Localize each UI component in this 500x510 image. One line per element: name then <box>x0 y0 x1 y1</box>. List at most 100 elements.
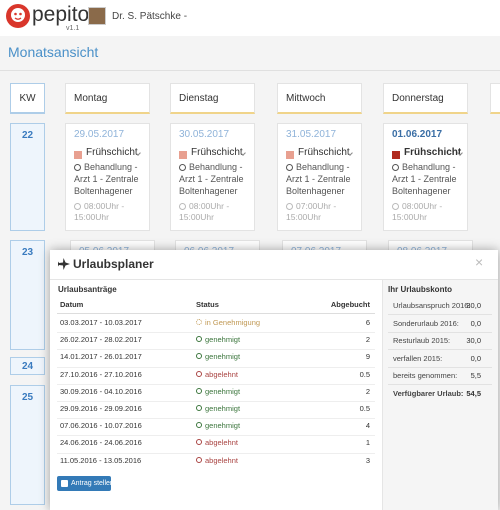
week-number[interactable]: 23 <box>10 240 45 350</box>
deducted: 3 <box>365 455 370 465</box>
status: abgelehnt <box>205 438 238 448</box>
day-header: Montag <box>65 83 150 114</box>
account-label: Verfügbarer Urlaub: <box>393 388 464 398</box>
status-icon <box>196 370 202 377</box>
account-value: 0,0 <box>470 353 481 363</box>
top-bar: pepito v1.1 Dr. S. Pätschke - <box>0 0 500 36</box>
day-cell[interactable]: 29.05.2017 Frühschicht Behandlung - Arzt 1 … <box>65 123 150 231</box>
date: 31.05.2017 <box>286 129 337 140</box>
status: genehmigt <box>205 335 241 345</box>
status: genehmigt <box>205 421 241 431</box>
shift-color <box>74 151 82 159</box>
time-icon <box>392 203 399 210</box>
shift-color <box>286 151 294 159</box>
request-date: 30.09.2016 - 04.10.2016 <box>60 386 142 396</box>
account-value: 0,0 <box>470 318 481 328</box>
account-heading: Ihr Urlaubskonto <box>388 285 453 294</box>
page-title: Monatsansicht <box>8 44 99 60</box>
account-rule <box>388 366 492 368</box>
week-number[interactable]: 22 <box>10 123 45 231</box>
request-date: 24.06.2016 - 24.06.2016 <box>60 438 142 448</box>
modal: Urlaubsplaner × Urlaubsanträge Ihr Urlau… <box>50 250 498 510</box>
account-rule <box>388 314 492 315</box>
deducted: 9 <box>365 352 370 362</box>
time: 08:00Uhr - <box>84 201 125 211</box>
account-panel <box>382 280 498 510</box>
time: 15:00Uhr <box>392 212 427 222</box>
time-icon <box>286 203 293 210</box>
shift[interactable]: Frühschicht <box>86 147 138 158</box>
row-rule <box>57 332 375 334</box>
status-icon <box>196 405 202 411</box>
request-date: 14.01.2017 - 26.01.2017 <box>60 352 142 362</box>
row-rule <box>57 366 375 368</box>
time: 08:00Uhr - <box>402 201 443 211</box>
shift[interactable]: Frühschicht <box>298 147 350 158</box>
time-icon <box>179 203 186 210</box>
day-cell[interactable]: 31.05.2017 Frühschicht Behandlung - Arzt 1 … <box>277 123 362 231</box>
modal-divider <box>50 279 498 280</box>
task: Boltenhagener <box>74 186 133 196</box>
row-rule <box>57 452 375 454</box>
account-value: 5,5 <box>470 371 481 380</box>
date: 01.06.2017 <box>392 129 443 140</box>
button-label: Antrag stellen <box>71 480 114 487</box>
divider <box>0 70 500 71</box>
week-number[interactable]: 24 <box>10 357 45 375</box>
account-label: bereits genommen: <box>393 371 458 380</box>
deducted: 0.5 <box>359 404 370 413</box>
account-rule <box>388 331 492 333</box>
row-rule <box>57 418 375 420</box>
status-icon <box>196 387 202 394</box>
column-header: Datum <box>60 300 84 309</box>
status-icon <box>196 353 202 360</box>
time: 15:00Uhr <box>179 212 214 222</box>
date: 30.05.2017 <box>179 129 230 140</box>
task-icon <box>286 164 293 171</box>
date: 29.05.2017 <box>74 129 125 140</box>
status: genehmigt <box>205 386 241 396</box>
avatar[interactable] <box>88 7 106 25</box>
deducted: 2 <box>365 335 370 345</box>
shift[interactable]: Frühschicht <box>191 147 243 158</box>
request-button[interactable]: Antrag stellen <box>57 476 114 491</box>
task: Arzt 1 - Zentrale <box>392 174 457 184</box>
deducted: 2 <box>365 386 370 396</box>
task-icon <box>392 164 399 171</box>
request-date: 29.09.2016 - 29.09.2016 <box>60 404 142 413</box>
status: abgelehnt <box>205 369 238 379</box>
shift[interactable]: Frühschicht <box>404 147 462 158</box>
column-header: Status <box>196 300 219 309</box>
request-date: 11.05.2016 - 13.05.2016 <box>60 455 142 465</box>
deducted: 6 <box>365 318 370 327</box>
row-rule <box>57 383 375 385</box>
task: Behandlung - <box>84 162 138 172</box>
account-label: verfallen 2015: <box>393 353 443 363</box>
task: Behandlung - <box>189 162 243 172</box>
account-label: Urlaubsanspruch 2016: <box>393 301 471 310</box>
close-button[interactable]: × <box>475 254 484 270</box>
day-cell[interactable]: 30.05.2017 Frühschicht Behandlung - Arzt 1 … <box>170 123 255 231</box>
status-icon <box>196 456 202 463</box>
plane-icon <box>58 258 70 270</box>
status: genehmigt <box>205 352 241 362</box>
modal-title: Urlaubsplaner <box>73 257 154 271</box>
account-rule <box>388 384 492 385</box>
day-header: Donnerstag <box>383 83 468 114</box>
user-name[interactable]: Dr. S. Pätschke - <box>112 11 188 22</box>
task: Boltenhagener <box>286 186 345 196</box>
account-value: 54,5 <box>466 388 481 398</box>
deducted: 4 <box>365 421 370 431</box>
request-date: 07.06.2016 - 10.07.2016 <box>60 421 142 431</box>
status-icon <box>196 422 202 429</box>
logo <box>6 4 30 28</box>
status: in Genehmigung <box>205 318 261 327</box>
deducted: 1 <box>365 438 370 448</box>
task: Behandlung - <box>402 162 456 172</box>
time: 15:00Uhr <box>286 212 321 222</box>
week-number[interactable]: 25 <box>10 385 45 505</box>
deducted: 0.5 <box>359 369 370 379</box>
time-icon <box>74 203 81 210</box>
day-cell[interactable]: 01.06.2017 Frühschicht Behandlung - Arzt 1 … <box>383 123 468 231</box>
